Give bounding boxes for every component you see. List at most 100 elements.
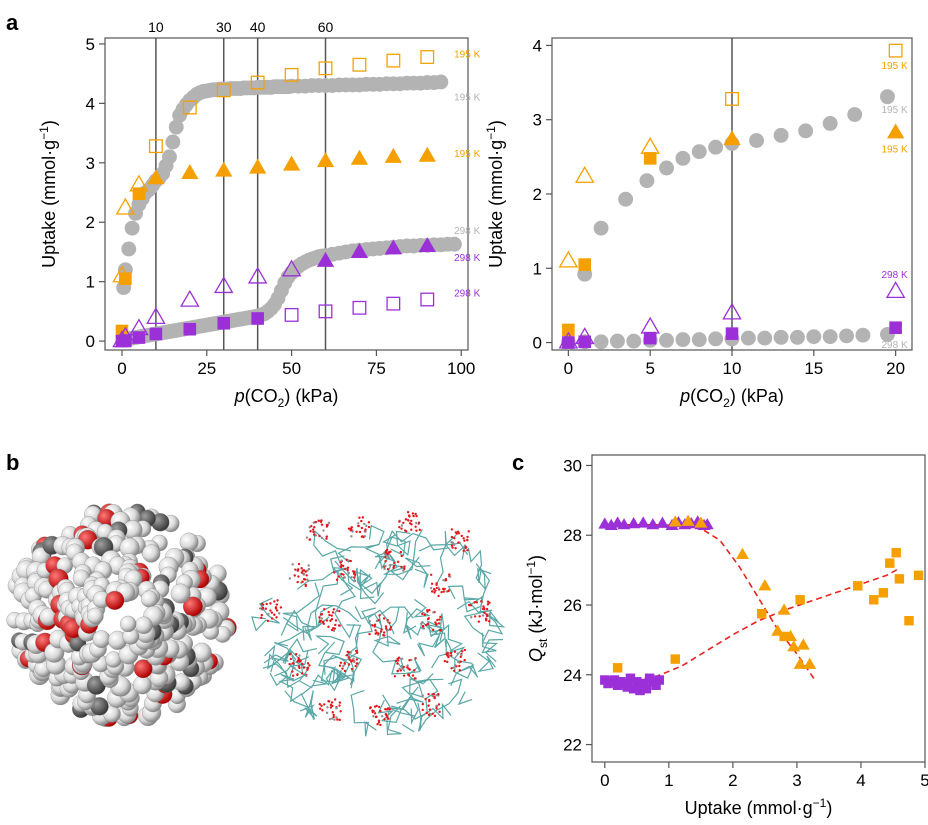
atom [87, 607, 104, 625]
co2-density-dot [393, 561, 396, 565]
co2-density-dot [355, 649, 358, 653]
co2-density-dot [408, 515, 411, 518]
co2-density-dot [335, 578, 339, 581]
co2-density-dot [363, 522, 366, 526]
y-tick-label: 30 [563, 456, 582, 475]
co2-density-dot [368, 620, 371, 623]
co2-density-dot [372, 715, 375, 718]
co2-density-dot [421, 702, 425, 706]
co2-density-dot [321, 620, 325, 624]
co2-density-dot [320, 617, 324, 620]
plot-frame [591, 454, 926, 763]
co2-density-dot [384, 708, 387, 711]
co2-density-dot [314, 534, 318, 537]
co2-density-dot [453, 650, 457, 653]
co2-density-dot [318, 616, 321, 619]
co2-density-dot [269, 602, 272, 605]
co2-density-dot [380, 628, 383, 631]
data-point [146, 307, 166, 325]
series-4 [112, 174, 149, 283]
data-point [384, 239, 403, 255]
data-point [894, 574, 905, 584]
co2-density-dot [333, 698, 337, 701]
y-tick-label: 4 [86, 94, 95, 113]
co2-density-dot [365, 524, 368, 528]
co2-density-dot [300, 567, 303, 570]
framework-bond [322, 624, 362, 671]
y-tick-label: 1 [86, 273, 95, 292]
data-point [839, 328, 854, 344]
co2-density-dot [306, 668, 309, 671]
co2-density-dot [388, 550, 391, 554]
co2-density-dot [314, 520, 317, 524]
data-point [632, 677, 642, 687]
co2-density-dot [340, 563, 343, 567]
data-point [162, 149, 177, 165]
co2-density-dot [400, 657, 404, 660]
co2-density-dot [458, 669, 461, 672]
co2-density-dot [428, 708, 432, 711]
co2-density-dot [413, 677, 417, 680]
co2-density-dot [368, 632, 371, 636]
y-tick-label: 0 [86, 332, 95, 351]
framework-bond [299, 690, 316, 720]
series-label: 298 K [881, 270, 907, 281]
x-tick-label: 75 [367, 359, 386, 378]
data-point [793, 657, 807, 669]
framework-bond [456, 600, 493, 637]
co2-density-dot [435, 622, 438, 626]
co2-density-dot [275, 609, 279, 612]
co2-density-dot [415, 521, 418, 525]
data-point [891, 547, 901, 558]
co2-density-dot [308, 538, 312, 541]
co2-density-dot [298, 654, 301, 657]
co2-density-dot [374, 629, 377, 632]
co2-density-dot [369, 706, 372, 710]
co2-density-dot [437, 622, 441, 625]
co2-density-dot [371, 624, 374, 627]
data-point [885, 558, 895, 568]
co2-density-dot [488, 614, 491, 617]
co2-density-dot [418, 528, 422, 532]
co2-density-dot [457, 660, 460, 664]
co2-density-dot [298, 666, 301, 670]
data-point [640, 316, 660, 334]
co2-density-dot [275, 603, 279, 606]
y-tick-label: 26 [563, 596, 582, 615]
co2-density-dot [329, 703, 333, 707]
data-point [803, 657, 817, 669]
co2-density-dot [411, 674, 415, 677]
y-tick-label: 3 [533, 111, 542, 130]
co2-density-dot [273, 613, 276, 616]
data-point [149, 327, 163, 341]
data-point [889, 321, 902, 335]
data-point [758, 579, 772, 591]
co2-density-dot [312, 533, 316, 536]
co2-density-dot [462, 537, 465, 540]
atom [142, 544, 161, 563]
co2-density-dot [291, 662, 294, 665]
co2-density-dot [383, 634, 386, 637]
data-point [625, 673, 636, 683]
data-point [249, 158, 267, 174]
co2-density-dot [466, 535, 469, 539]
framework-bond [334, 560, 385, 605]
data-point [643, 152, 657, 165]
co2-density-dot [339, 561, 342, 564]
co2-density-dot [432, 692, 436, 696]
x-tick-label: 0 [564, 359, 573, 378]
data-point [638, 678, 648, 689]
co2-density-dot [349, 529, 352, 532]
co2-density-dot [452, 666, 455, 669]
co2-density-dot [339, 565, 343, 569]
co2-density-dot [386, 552, 390, 556]
data-point [250, 75, 265, 90]
data-point [562, 336, 575, 349]
co2-density-dot [447, 655, 450, 659]
co2-density-dot [364, 528, 367, 531]
co2-density-dot [430, 573, 433, 577]
data-point [646, 518, 660, 530]
co2-density-dot [460, 534, 464, 538]
data-point [420, 50, 435, 64]
co2-density-dot [376, 722, 379, 726]
